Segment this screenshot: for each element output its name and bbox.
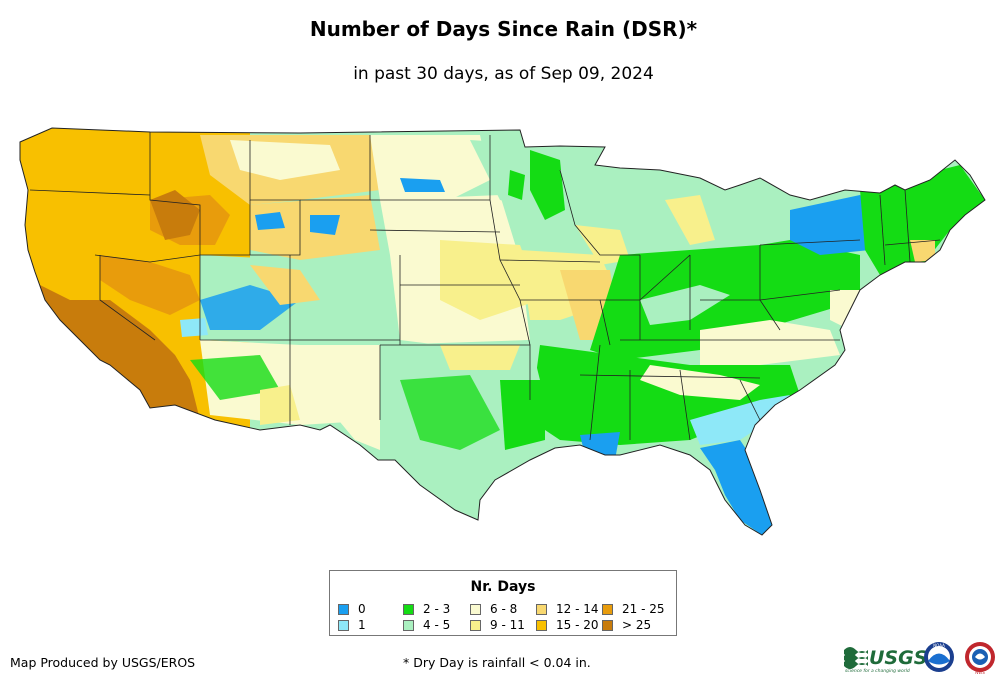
legend-item-9: > 25 [602,618,651,632]
legend-swatch [536,619,547,631]
credit-text: Map Produced by USGS/EROS [10,655,196,670]
legend-label: > 25 [622,618,652,632]
legend-label: 6 - 8 [490,602,518,616]
map-subtitle: in past 30 days, as of Sep 09, 2024 [353,64,654,84]
legend-item-4: 6 - 8 [470,602,517,616]
legend-item-8: 21 - 25 [602,602,665,616]
legend-item-7: 15 - 20 [536,618,599,632]
legend-label: 0 [358,602,366,616]
legend-swatch [602,619,613,631]
legend-item-6: 12 - 14 [536,602,599,616]
noaa-logo: NOAA [924,642,954,672]
legend-item-1: 1 [338,618,366,632]
legend-label: 4 - 5 [423,618,451,632]
legend-swatch [338,619,349,631]
legend-item-0: 0 [338,602,366,616]
legend-item-3: 4 - 5 [403,618,450,632]
legend-label: 1 [358,618,366,632]
usgs-wordmark: USGS [869,647,927,669]
legend-swatch [470,603,481,615]
state-boundaries [29,132,941,441]
legend-label: 15 - 20 [556,618,599,632]
legend-label: 21 - 25 [622,602,665,616]
agency-logos: USGS science for a changing world NOAA N… [842,638,1002,678]
usgs-tagline: science for a changing world [845,668,910,674]
legend: Nr. Days 0 1 2 - 3 4 - 5 6 - 8 9 - 11 12… [329,570,677,636]
dsr-fill-regions [20,128,985,535]
map-title: Number of Days Since Rain (DSR)* [309,17,698,41]
legend-item-5: 9 - 11 [470,618,525,632]
legend-label: 9 - 11 [490,618,525,632]
legend-swatch [403,619,414,631]
legend-title: Nr. Days [470,579,536,595]
legend-label: 2 - 3 [423,602,451,616]
legend-item-2: 2 - 3 [403,602,450,616]
us-map [0,110,1007,550]
nws-logo: NWS [965,642,995,675]
legend-swatch [470,619,481,631]
usgs-logo: USGS science for a changing world [844,647,927,674]
legend-swatch [403,603,414,615]
legend-swatch [602,603,613,615]
noaa-label: NOAA [933,643,945,648]
nws-label: NWS [975,670,985,675]
footnote-text: * Dry Day is rainfall < 0.04 in. [403,655,591,670]
legend-swatch [338,603,349,615]
legend-label: 12 - 14 [556,602,599,616]
legend-swatch [536,603,547,615]
